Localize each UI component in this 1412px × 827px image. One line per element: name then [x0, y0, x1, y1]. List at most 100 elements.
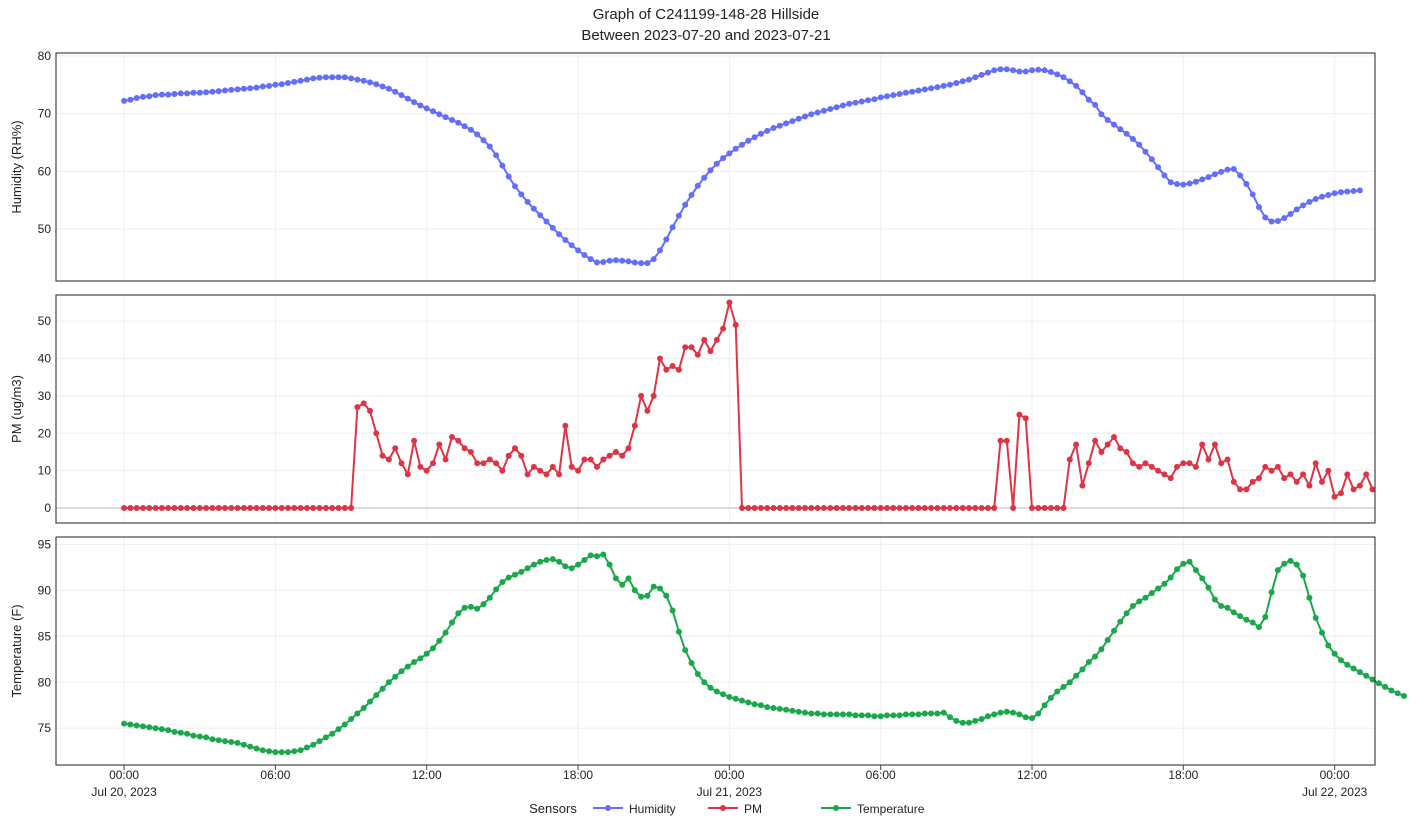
temperature-data-point — [1262, 614, 1269, 620]
humidity-data-point — [354, 76, 361, 83]
humidity-data-point — [297, 77, 304, 84]
pm-data-point — [795, 505, 802, 511]
humidity-data-point — [694, 182, 701, 189]
pm-data-point — [404, 471, 411, 478]
temperature-data-point — [1230, 609, 1237, 616]
humidity-data-point — [165, 91, 172, 98]
humidity-data-point — [1016, 68, 1023, 75]
pm-data-point — [461, 445, 468, 452]
legend-item-pm[interactable]: PM — [708, 802, 762, 816]
temperature-subplot: 75 80 85 90 95 Temperature (F) — [9, 536, 1407, 766]
temperature-data-point — [1142, 594, 1149, 601]
humidity-y-tick-label: 50 — [38, 222, 52, 236]
x-tick-label: 18:00 — [1168, 768, 1198, 782]
x-tick-label: 00:00 — [714, 768, 744, 782]
pm-y-tick-label: 0 — [44, 501, 51, 515]
temperature-data-point — [631, 587, 638, 594]
temperature-data-point — [978, 716, 985, 722]
temperature-data-point — [303, 744, 310, 751]
temperature-data-point — [285, 749, 291, 756]
x-tick-label: 00:00 — [109, 768, 139, 782]
temperature-data-point — [890, 712, 897, 719]
legend-item-temperature[interactable]: Temperature — [821, 802, 925, 816]
humidity-data-point — [890, 92, 897, 99]
chart-title: Graph of C241199-148-28 Hillside — [593, 6, 820, 23]
humidity-data-point — [1356, 187, 1363, 194]
temperature-data-point — [247, 743, 254, 750]
humidity-data-point — [644, 260, 651, 267]
temperature-data-point — [1306, 594, 1313, 601]
temperature-data-point — [121, 720, 128, 727]
pm-data-point — [852, 505, 859, 511]
pm-data-point — [1035, 505, 1042, 511]
legend-item-humidity[interactable]: Humidity — [593, 802, 676, 816]
humidity-data-point — [1003, 66, 1010, 73]
humidity-data-point — [1085, 96, 1092, 103]
temperature-data-point — [587, 552, 594, 559]
pm-data-point — [360, 400, 367, 407]
pm-data-point — [1136, 463, 1143, 470]
pm-data-point — [1180, 460, 1187, 467]
pm-data-point — [133, 505, 140, 511]
humidity-data-point — [795, 115, 802, 122]
humidity-data-point — [240, 85, 247, 92]
humidity-data-point — [1262, 214, 1269, 221]
temperature-data-point — [1123, 610, 1130, 617]
temperature-data-point — [594, 553, 600, 560]
pm-data-point — [764, 505, 771, 511]
pm-data-point — [947, 505, 953, 511]
pm-data-point — [694, 351, 701, 358]
pm-data-point — [858, 505, 865, 511]
humidity-data-point — [587, 256, 594, 263]
pm-data-point — [606, 452, 613, 459]
humidity-data-point — [524, 198, 531, 205]
humidity-data-point — [997, 66, 1004, 73]
pm-data-point — [657, 355, 663, 362]
x-tick-label: 12:00 — [1017, 768, 1047, 782]
pm-data-point — [165, 505, 172, 511]
pm-data-point — [240, 505, 247, 511]
temperature-data-point — [984, 713, 991, 720]
humidity-data-point — [1237, 172, 1244, 179]
humidity-data-point — [417, 102, 424, 109]
pm-data-point — [203, 505, 210, 511]
temperature-data-point — [1281, 560, 1288, 567]
temperature-data-point — [644, 592, 651, 599]
humidity-data-point — [972, 74, 979, 81]
humidity-data-point — [1167, 179, 1174, 186]
humidity-data-point — [1161, 172, 1168, 179]
humidity-data-point — [158, 91, 165, 98]
temperature-data-point — [694, 671, 701, 677]
temperature-data-point — [991, 711, 998, 718]
temperature-data-point — [959, 719, 966, 726]
humidity-data-point — [1338, 189, 1344, 196]
humidity-data-point — [1249, 191, 1256, 198]
pm-data-point — [417, 463, 424, 470]
temperature-data-point — [896, 712, 903, 719]
temperature-data-point — [392, 673, 399, 680]
pm-data-point — [625, 445, 632, 452]
pm-data-point — [430, 460, 436, 467]
humidity-data-point — [833, 104, 840, 111]
pm-data-point — [1274, 463, 1281, 470]
temperature-data-point — [1363, 672, 1370, 679]
legend[interactable]: Sensors Humidity PM Temperature — [529, 801, 925, 816]
temperature-data-point — [1319, 629, 1325, 636]
humidity-data-point — [846, 100, 853, 107]
pm-data-point — [1098, 449, 1105, 455]
pm-data-point — [770, 505, 777, 511]
pm-data-point — [953, 505, 960, 511]
temperature-data-point — [404, 663, 411, 670]
humidity-data-point — [808, 111, 815, 118]
humidity-data-point — [253, 84, 260, 91]
pm-data-point — [152, 505, 159, 511]
humidity-data-point — [556, 231, 563, 238]
humidity-data-point — [770, 125, 777, 131]
pm-data-point — [884, 505, 890, 511]
humidity-data-point — [909, 88, 916, 95]
pm-data-point — [411, 437, 418, 444]
humidity-data-point — [1211, 171, 1218, 178]
humidity-data-point — [1111, 121, 1117, 128]
pm-data-point — [890, 505, 897, 511]
humidity-data-point — [1274, 218, 1281, 224]
